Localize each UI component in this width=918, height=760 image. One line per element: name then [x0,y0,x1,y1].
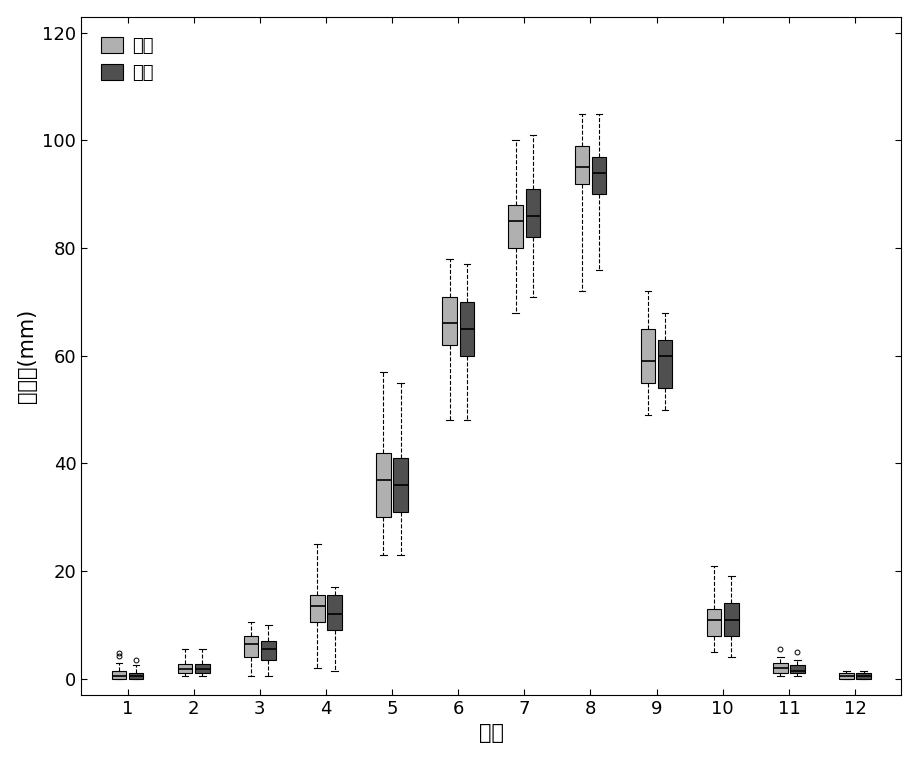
Bar [376,453,391,518]
Bar [575,146,589,183]
Bar [195,663,209,673]
Bar [592,157,607,195]
Bar [790,665,805,673]
Bar [641,329,655,383]
Bar [707,609,722,635]
Bar [839,673,854,679]
Bar [129,673,143,679]
Bar [394,458,408,512]
Bar [244,635,259,657]
Y-axis label: 降水量(mm): 降水量(mm) [17,309,37,403]
Bar [658,340,673,388]
Bar [526,189,540,237]
Bar [856,673,871,679]
Bar [327,595,341,630]
Bar [261,641,275,660]
Bar [773,663,788,673]
Bar [112,670,126,679]
Bar [509,205,523,248]
Bar [724,603,739,635]
Bar [178,663,193,673]
Legend: 实测, 模拟: 实测, 模拟 [90,26,164,93]
X-axis label: 月份: 月份 [479,724,504,743]
Bar [460,302,474,356]
Bar [442,296,457,345]
Bar [310,595,325,622]
